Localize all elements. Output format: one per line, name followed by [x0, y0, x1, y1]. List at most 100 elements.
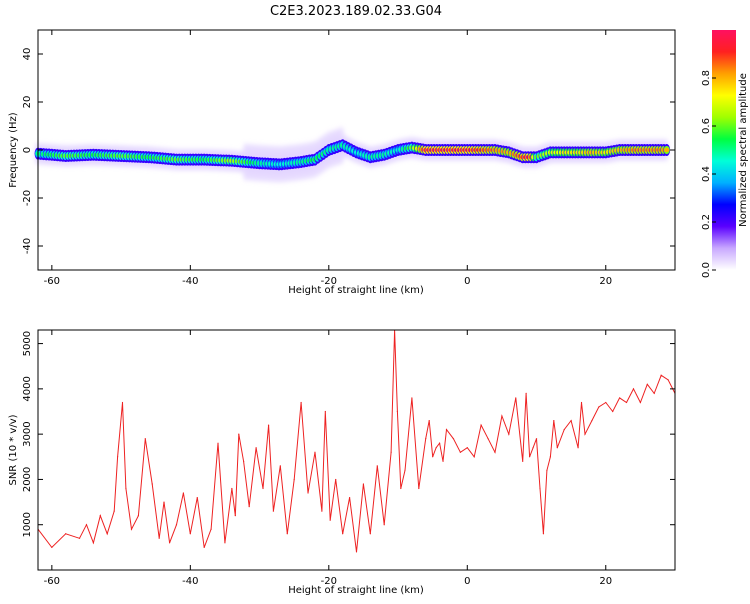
snr-point: [121, 401, 124, 404]
snr-point: [217, 442, 219, 444]
x-tick-label: 20: [599, 276, 612, 287]
snr-plot-area: [38, 330, 675, 570]
snr-point: [163, 501, 165, 503]
snr-point: [411, 397, 413, 399]
snr-point: [175, 524, 178, 526]
snr-point: [342, 533, 344, 535]
snr-point: [466, 447, 468, 449]
snr-point: [85, 524, 88, 526]
snr-point: [376, 465, 378, 467]
y-tick-label: 3000: [22, 421, 33, 446]
snr-point: [501, 415, 503, 417]
snr-point: [210, 528, 212, 530]
spectrogram-panel: -60 -40 -20 0 20 -40 -20 0 20 40 Height of straig…: [8, 29, 676, 296]
snr-point: [324, 410, 326, 413]
snr-point: [267, 424, 270, 426]
snr-point: [598, 406, 600, 408]
snr-ticks: -60 -40 -20 0 20 1000 2000 3000 4000 5000: [22, 330, 675, 587]
snr-point: [625, 401, 628, 404]
snr-point: [196, 496, 198, 499]
snr-point: [646, 383, 648, 385]
snr-point: [432, 456, 434, 458]
snr-point: [542, 533, 545, 535]
snr-point: [348, 496, 351, 499]
snr-point: [404, 469, 406, 471]
snr-point: [286, 533, 288, 535]
snr-point: [137, 515, 139, 517]
x-tick-label: -60: [44, 576, 60, 587]
spectrogram-core: [34, 139, 671, 171]
y-tick-label: 1000: [22, 512, 33, 537]
snr-point: [528, 456, 531, 458]
y-tick-label: 40: [22, 48, 33, 61]
snr-point: [487, 438, 489, 440]
snr-point: [307, 492, 309, 494]
y-tick-label: -20: [22, 190, 33, 206]
spectrogram-ticks: -60 -40 -20 0 20 -40 -20 0 20 40: [22, 30, 675, 287]
snr-point: [279, 465, 281, 467]
snr-point: [158, 537, 160, 539]
snr-point: [418, 487, 420, 490]
snr-point: [525, 392, 527, 394]
snr-point: [445, 429, 448, 431]
snr-point: [238, 433, 240, 435]
snr-point: [584, 433, 586, 435]
snr-point: [99, 515, 101, 517]
snr-point: [321, 510, 323, 512]
snr-point: [435, 447, 437, 449]
snr-point: [539, 487, 541, 490]
snr-y-axis-label: SNR (10 * v/v): [8, 414, 19, 485]
colorbar-gradient: [712, 30, 736, 270]
snr-point: [189, 533, 191, 535]
snr-point: [125, 487, 127, 490]
snr-point: [144, 438, 146, 440]
snr-point: [605, 401, 607, 404]
y-tick-label: 4000: [22, 376, 33, 401]
spectrogram-heatmap: [34, 126, 671, 184]
colorbar-tick-label: 0.0: [701, 262, 712, 278]
snr-point: [632, 388, 635, 390]
colorbar-tick-label: 0.4: [701, 166, 712, 182]
snr-point: [570, 419, 572, 422]
y-tick-label: 2000: [22, 467, 33, 492]
snr-point: [577, 447, 579, 449]
snr-point: [255, 447, 257, 449]
snr-point: [355, 551, 358, 553]
snr-point: [390, 451, 392, 453]
colorbar-tick-label: 0.2: [701, 214, 712, 230]
snr-point: [243, 460, 245, 462]
snr-point: [546, 469, 548, 471]
snr-point: [639, 401, 641, 404]
snr-point: [480, 424, 482, 426]
x-tick-label: 0: [464, 276, 470, 287]
snr-point: [248, 506, 250, 508]
snr-point: [130, 528, 133, 530]
colorbar-tick-label: 0.8: [701, 70, 712, 86]
snr-frame: [37, 329, 676, 571]
snr-point: [203, 546, 205, 548]
y-tick-label: 0: [22, 147, 33, 153]
snr-point: [168, 542, 171, 544]
snr-point: [92, 542, 94, 544]
x-tick-label: 20: [599, 576, 612, 587]
snr-point: [151, 483, 153, 485]
snr-series: [38, 330, 675, 553]
colorbar-label: Normalized spectral amplitude: [738, 73, 749, 227]
snr-point: [619, 397, 621, 399]
colorbar: 0.0 0.2 0.4 0.6 0.8 Normalized spectral ampl…: [701, 30, 749, 278]
snr-point: [612, 410, 614, 413]
snr-point: [51, 546, 53, 548]
snr-point: [494, 451, 496, 453]
chart-title: C2E3.2023.189.02.33.G04: [270, 4, 442, 19]
snr-point: [272, 510, 275, 512]
x-tick-label: 0: [464, 576, 470, 587]
x-tick-label: -40: [182, 276, 198, 287]
snr-point: [113, 510, 115, 512]
snr-point: [234, 515, 236, 517]
snr-point: [428, 419, 430, 422]
snr-point: [459, 451, 461, 453]
y-tick-label: 5000: [22, 331, 33, 356]
snr-point: [300, 401, 302, 404]
snr-point: [293, 478, 295, 481]
